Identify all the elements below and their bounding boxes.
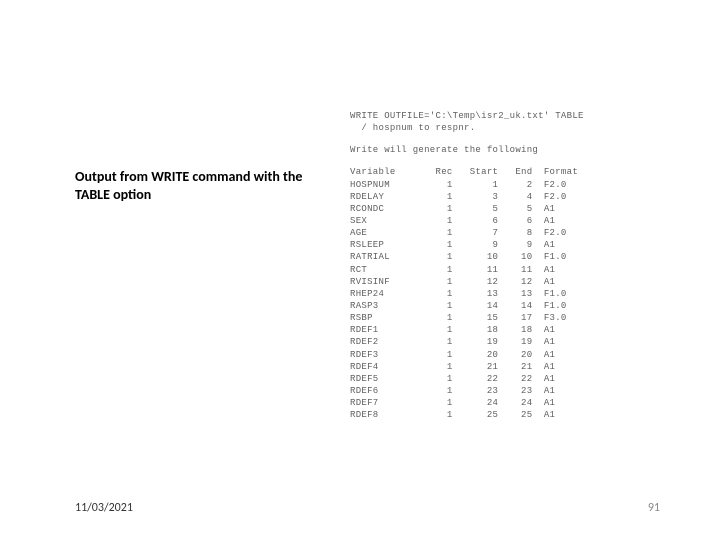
- table-row: RDELAY 1 3 4 F2.0: [350, 191, 650, 203]
- table-header: Variable Rec Start End Format: [350, 166, 650, 178]
- table-row: RCONDC 1 5 5 A1: [350, 203, 650, 215]
- output-description: Write will generate the following: [350, 144, 650, 156]
- table-row: SEX 1 6 6 A1: [350, 215, 650, 227]
- table-row: RDEF2 1 19 19 A1: [350, 336, 650, 348]
- table-row: RDEF7 1 24 24 A1: [350, 397, 650, 409]
- table-row: RSBP 1 15 17 F3.0: [350, 312, 650, 324]
- table-row: HOSPNUM 1 1 2 F2.0: [350, 179, 650, 191]
- table-row: RDEF5 1 22 22 A1: [350, 373, 650, 385]
- table-row: RATRIAL 1 10 10 F1.0: [350, 251, 650, 263]
- table-row: RDEF6 1 23 23 A1: [350, 385, 650, 397]
- table-row: RHEP24 1 13 13 F1.0: [350, 288, 650, 300]
- command-sub-line: / hospnum to respnr.: [350, 122, 650, 134]
- footer-page-number: 91: [648, 501, 660, 515]
- table-row: RDEF3 1 20 20 A1: [350, 349, 650, 361]
- table-row: RVISINF 1 12 12 A1: [350, 276, 650, 288]
- command-line: WRITE OUTFILE='C:\Temp\isr2_uk.txt' TABL…: [350, 110, 650, 122]
- table-row: RDEF4 1 21 21 A1: [350, 361, 650, 373]
- footer-date: 11/03/2021: [75, 501, 133, 515]
- write-output-panel: WRITE OUTFILE='C:\Temp\isr2_uk.txt' TABL…: [350, 110, 650, 421]
- table-row: RSLEEP 1 9 9 A1: [350, 239, 650, 251]
- table-row: RASP3 1 14 14 F1.0: [350, 300, 650, 312]
- table-row: RDEF1 1 18 18 A1: [350, 324, 650, 336]
- table-row: RCT 1 11 11 A1: [350, 264, 650, 276]
- table-row: RDEF8 1 25 25 A1: [350, 409, 650, 421]
- caption-text: Output from WRITE command with the TABLE…: [75, 168, 340, 204]
- table-body: HOSPNUM 1 1 2 F2.0 RDELAY 1 3 4 F2.0 RCO…: [350, 179, 650, 422]
- table-row: AGE 1 7 8 F2.0: [350, 227, 650, 239]
